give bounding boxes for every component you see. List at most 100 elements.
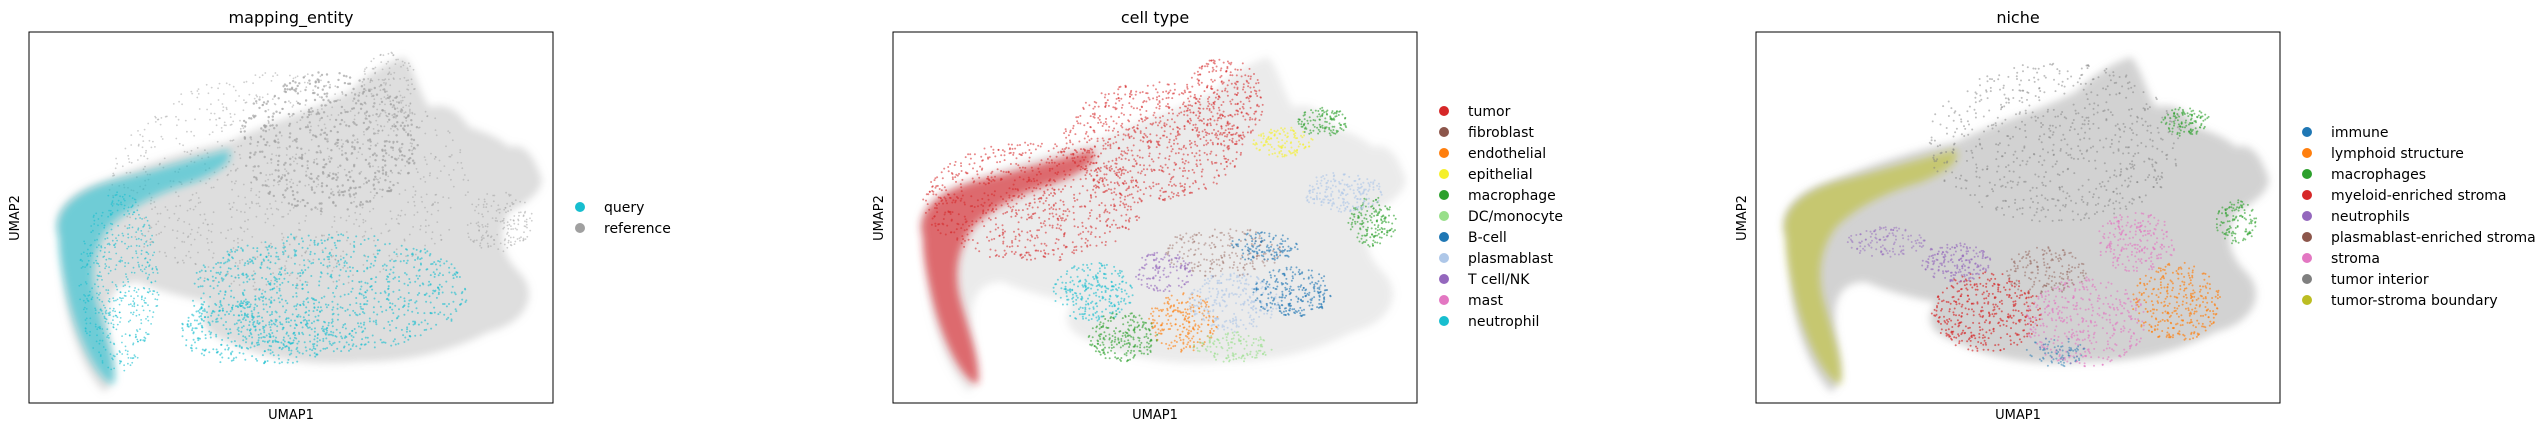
umap-point: [1072, 159, 1074, 162]
umap-point: [378, 85, 381, 88]
umap-point: [1059, 217, 1062, 220]
umap-point: [376, 108, 379, 111]
umap-point: [230, 352, 232, 355]
legend-item[interactable]: query: [575, 200, 644, 216]
umap-point: [86, 332, 88, 335]
umap-point: [115, 264, 118, 266]
umap-point: [347, 275, 350, 278]
umap-point: [278, 179, 281, 183]
umap-point: [236, 328, 239, 331]
umap-point: [1080, 245, 1083, 248]
umap-point: [256, 95, 258, 98]
umap-point: [271, 332, 274, 334]
umap-point: [333, 241, 336, 244]
umap-point: [324, 321, 326, 324]
umap-point: [150, 146, 153, 149]
umap-point: [369, 156, 371, 158]
umap-point: [1179, 106, 1182, 109]
umap-point: [426, 250, 429, 253]
umap-point: [407, 162, 410, 165]
umap-point: [295, 254, 298, 257]
umap-point: [201, 348, 204, 351]
umap-point: [1023, 195, 1026, 198]
umap-point: [339, 122, 342, 126]
umap-point: [331, 318, 334, 321]
umap-point: [109, 341, 112, 344]
umap-point: [1106, 99, 1109, 102]
umap-point: [1136, 201, 1139, 204]
umap-point: [248, 207, 251, 209]
umap-point: [1088, 149, 1091, 152]
umap-point: [304, 280, 307, 283]
umap-point: [277, 97, 280, 100]
umap-point: [286, 183, 288, 186]
umap-point: [503, 243, 506, 246]
umap-point: [404, 336, 407, 339]
umap-point: [266, 360, 269, 362]
umap-point: [264, 297, 267, 300]
umap-point: [1120, 194, 1123, 197]
umap-point: [230, 340, 233, 343]
umap-point: [330, 321, 333, 324]
umap-point: [432, 271, 435, 274]
umap-point: [336, 307, 339, 310]
umap-point: [419, 258, 422, 261]
umap-point: [1182, 153, 1185, 156]
umap-point: [945, 199, 948, 202]
umap-point: [987, 182, 990, 185]
umap-point: [277, 183, 280, 186]
umap-point: [1173, 139, 1176, 142]
umap-point: [118, 303, 121, 306]
umap-point: [264, 290, 267, 293]
umap-point: [351, 266, 354, 269]
umap-point: [348, 215, 350, 218]
umap-point: [134, 201, 137, 204]
umap-point: [944, 233, 947, 236]
umap-point: [220, 352, 223, 355]
umap-point: [249, 305, 252, 308]
umap-point: [128, 227, 131, 229]
umap-point: [445, 260, 448, 263]
umap-point: [220, 277, 223, 280]
umap-point: [391, 171, 394, 174]
umap-point: [261, 354, 264, 357]
legend-item[interactable]: reference: [575, 221, 671, 237]
umap-point: [329, 275, 332, 278]
umap-point: [298, 228, 300, 231]
umap-point: [389, 84, 392, 87]
umap-point: [331, 320, 334, 323]
umap-point: [1128, 193, 1131, 196]
umap-point: [973, 153, 976, 156]
umap-point: [150, 199, 152, 202]
umap-point: [99, 308, 102, 311]
umap-point: [1166, 146, 1169, 149]
umap-point: [315, 112, 318, 116]
umap-point: [384, 78, 387, 81]
umap-point: [290, 349, 293, 352]
umap-point: [383, 327, 386, 330]
umap-point: [135, 314, 138, 317]
umap-point: [367, 237, 370, 240]
umap-point: [293, 262, 296, 265]
umap-point: [293, 160, 295, 163]
umap-point: [1103, 96, 1106, 99]
umap-point: [957, 213, 960, 216]
umap-point: [138, 265, 140, 268]
umap-point: [369, 144, 372, 147]
umap-point: [365, 66, 368, 69]
umap-point: [233, 280, 235, 283]
umap-point: [201, 326, 204, 329]
umap-point: [1052, 204, 1055, 207]
umap-point: [341, 93, 344, 95]
umap-point: [347, 236, 349, 239]
umap-point: [317, 80, 320, 84]
umap-point: [194, 263, 197, 266]
umap-point: [159, 212, 162, 215]
umap-point: [1168, 158, 1171, 161]
umap-point: [943, 167, 946, 170]
umap-point: [229, 331, 232, 334]
umap-point: [407, 284, 409, 287]
umap-point: [255, 176, 258, 179]
umap-point: [1152, 114, 1155, 117]
umap-point: [231, 350, 234, 353]
